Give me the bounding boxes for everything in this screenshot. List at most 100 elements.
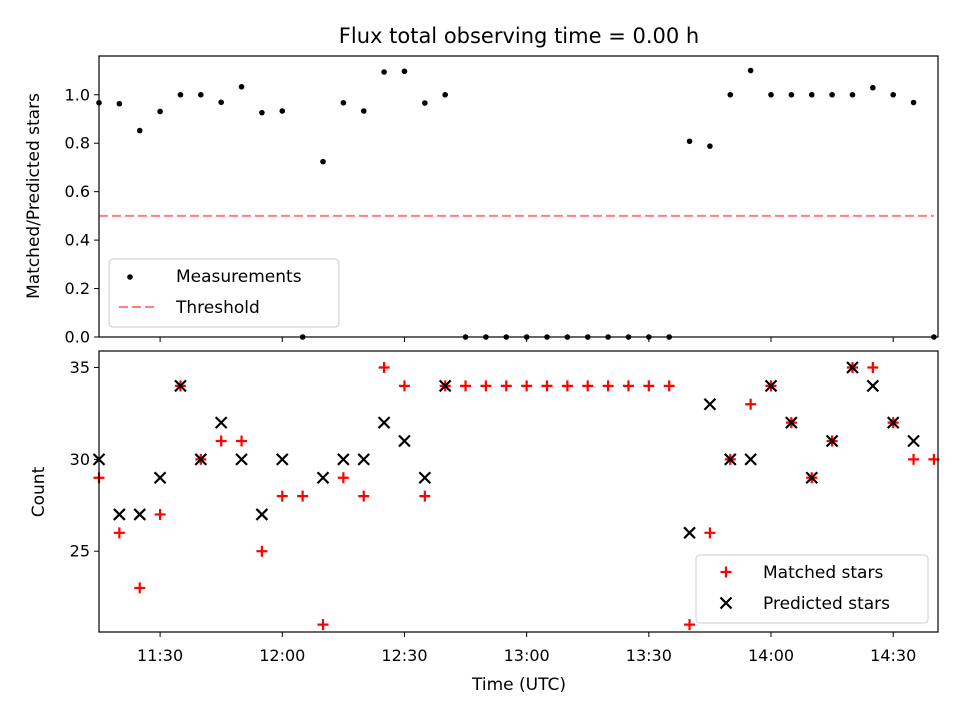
- measurement-point: [381, 69, 387, 75]
- y-tick-label: 0.2: [65, 279, 90, 298]
- predicted-stars-point: [235, 453, 248, 466]
- predicted-stars-point: [825, 434, 839, 448]
- predicted-stars-point: [194, 453, 208, 466]
- measurement-point: [910, 99, 917, 106]
- matched-stars-point: [480, 380, 492, 392]
- y-tick-label: 0.0: [65, 328, 90, 347]
- matched-stars-point: [276, 490, 288, 502]
- measurement-point: [442, 91, 448, 98]
- measurement-point: [890, 91, 896, 98]
- matched-stars-point: [134, 582, 146, 594]
- matched-stars-point: [521, 380, 533, 392]
- matched-stars-point: [704, 527, 716, 539]
- legend-box: [695, 554, 929, 624]
- matched-stars-point: [113, 527, 125, 539]
- legend-label: Threshold: [175, 298, 260, 318]
- matched-stars-point: [215, 435, 227, 447]
- measurement-point: [238, 83, 245, 90]
- measurement-point: [422, 100, 428, 106]
- predicted-stars-point: [683, 526, 696, 540]
- counts-y-ticks: 25 30 35: [70, 358, 99, 561]
- matched-stars-point: [460, 380, 472, 392]
- predicted-stars-point: [153, 471, 167, 485]
- matched-stars-point: [867, 362, 879, 374]
- matched-stars-point: [317, 619, 329, 631]
- predicted-stars-point: [316, 471, 330, 485]
- matched-stars-point: [337, 472, 349, 484]
- predicted-stars-point: [174, 379, 187, 393]
- legend-label: Measurements: [176, 267, 302, 287]
- x-tick-label: 11:30: [137, 646, 183, 665]
- matched-stars-point: [398, 380, 410, 392]
- measurement-point: [808, 91, 815, 98]
- legend-label: Matched stars: [763, 563, 883, 583]
- predicted-stars-point: [724, 453, 737, 466]
- y-tick-label: 35: [70, 358, 90, 377]
- x-tick-label: 14:00: [748, 646, 794, 665]
- y-tick-label: 0.4: [65, 231, 90, 250]
- matched-stars-point: [561, 380, 573, 392]
- measurement-point: [340, 99, 347, 106]
- matched-stars-point: [745, 398, 757, 410]
- ratio-y-ticks: 0.0 0.2 0.4 0.6 0.8 1.0: [65, 85, 99, 347]
- measurement-point: [849, 91, 856, 98]
- y-tick-label: 30: [70, 450, 90, 469]
- predicted-stars-point: [275, 453, 289, 466]
- predicted-stars-point: [866, 379, 880, 393]
- predicted-stars-point: [907, 434, 920, 448]
- legend-label: Predicted stars: [763, 594, 890, 614]
- x-tick-label: 13:00: [504, 646, 550, 665]
- x-axis-label: Time (UTC): [471, 675, 566, 695]
- measurement-point: [788, 91, 795, 98]
- matched-stars-point: [541, 380, 553, 392]
- measurement-point: [727, 91, 734, 98]
- predicted-stars-point: [438, 379, 452, 393]
- measurement-point: [747, 67, 754, 74]
- matched-stars-point: [908, 453, 920, 465]
- ratio-panel: 0.0 0.2 0.4 0.6 0.8 1.0 Matched/Predicted sta…: [24, 55, 939, 347]
- predicted-stars-point: [764, 379, 778, 393]
- predicted-stars-point: [357, 453, 371, 466]
- predicted-stars-point: [418, 471, 432, 485]
- measurement-point: [401, 68, 408, 75]
- ratio-y-axis-label: Matched/Predicted stars: [24, 93, 44, 299]
- ratio-series: [96, 67, 937, 340]
- measurement-point: [768, 91, 774, 98]
- measurement-point: [870, 84, 876, 91]
- measurement-point: [829, 91, 835, 98]
- predicted-stars-point: [377, 416, 391, 429]
- measurement-point: [686, 138, 693, 145]
- measurement-point: [707, 143, 713, 149]
- predicted-stars-point: [846, 361, 859, 374]
- matched-stars-point: [582, 380, 594, 392]
- measurement-point: [218, 99, 224, 106]
- counts-x-ticks: 11:30 12:00 12:30 13:00 13:30 14:00 14:30: [137, 632, 916, 665]
- predicted-stars-point: [113, 508, 126, 521]
- matched-stars-point: [622, 380, 634, 392]
- predicted-stars-point: [785, 416, 798, 429]
- measurement-point: [198, 91, 204, 98]
- ratio-plot-frame: [98, 55, 939, 338]
- matched-stars-point: [378, 362, 390, 374]
- matched-stars-point: [154, 508, 166, 520]
- predicted-stars-point: [214, 416, 228, 429]
- y-tick-label: 0.6: [65, 182, 90, 201]
- predicted-stars-point: [744, 453, 757, 466]
- matched-stars-point: [602, 380, 614, 392]
- measurement-point: [259, 109, 265, 116]
- predicted-stars-point: [337, 453, 350, 466]
- y-tick-label: 25: [70, 542, 90, 561]
- predicted-stars-point: [255, 508, 269, 521]
- matched-stars-point: [500, 380, 512, 392]
- matched-stars-point: [419, 490, 431, 502]
- legend-x-marker: [719, 596, 733, 610]
- measurement-point: [279, 108, 286, 114]
- predicted-stars-point: [805, 471, 819, 485]
- legend-dot-marker: [127, 274, 133, 280]
- measurement-point: [320, 158, 326, 165]
- y-tick-label: 0.8: [65, 134, 90, 153]
- chart-title: Flux total observing time = 0.00 h: [339, 24, 699, 48]
- matched-stars-point: [663, 380, 675, 392]
- matched-stars-point: [236, 435, 248, 447]
